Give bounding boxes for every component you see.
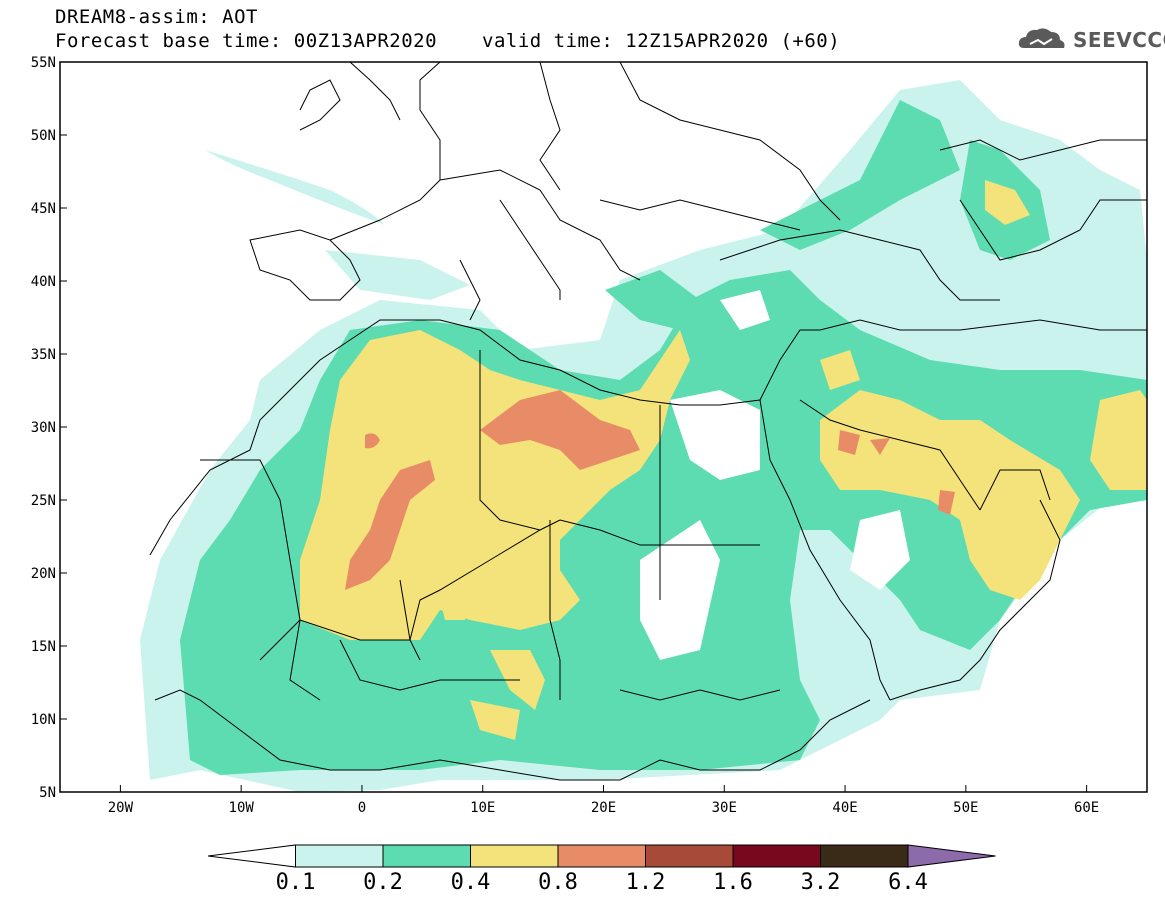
lat-tick-label: 40N [31, 274, 56, 290]
colorbar-level-label: 1.6 [713, 870, 753, 895]
lon-tick-label: 20W [108, 800, 134, 816]
colorbar-segment [295, 844, 384, 868]
colorbar-segment [645, 844, 734, 868]
lat-tick-label: 30N [31, 420, 56, 436]
lon-tick-label: 10W [229, 800, 255, 816]
lon-tick-label: 20E [591, 800, 616, 816]
aot-level-0-8 [345, 390, 955, 590]
cloud-logo-icon [1018, 28, 1065, 48]
lat-tick-label: 5N [39, 785, 56, 801]
lat-tick-label: 55N [31, 55, 56, 71]
colorbar-high-arrow [907, 844, 996, 868]
lat-tick-label: 45N [31, 201, 56, 217]
colorbar [207, 844, 996, 868]
country-borders [149, 62, 1147, 781]
longitude-axis: 20W 10W 0 10E 20E 30E 40E 50E 60E [108, 785, 1099, 816]
valid-time: valid time: 12Z15APR2020 (+60) [482, 30, 841, 52]
colorbar-level-label: 0.8 [538, 870, 578, 895]
colorbar-level-label: 0.4 [450, 870, 491, 895]
lat-tick-label: 35N [31, 347, 56, 363]
colorbar-segment [382, 844, 471, 868]
colorbar-low-arrow [207, 844, 296, 868]
lon-tick-label: 0 [358, 800, 366, 816]
title-line-1: DREAM8-assim: AOT [55, 6, 258, 28]
colorbar-segment [820, 844, 909, 868]
colorbar-segment [470, 844, 559, 868]
latitude-axis: 55N 50N 45N 40N 35N 30N 25N 20N 15N 10N 5N [31, 55, 67, 801]
colorbar-segment [732, 844, 821, 868]
lon-tick-label: 30E [712, 800, 737, 816]
lat-tick-label: 25N [31, 493, 56, 509]
lat-tick-label: 50N [31, 128, 56, 144]
colorbar-level-label: 3.2 [800, 870, 841, 895]
colorbar-level-label: 6.4 [888, 870, 928, 895]
lon-tick-label: 50E [953, 800, 978, 816]
logo-text: SEEVCCC [1073, 28, 1165, 52]
lon-tick-label: 60E [1074, 800, 1099, 816]
colorbar-level-label: 0.2 [363, 870, 403, 895]
lon-tick-label: 10E [470, 800, 495, 816]
aot-fill-layers [140, 62, 1147, 792]
title-line-2: Forecast base time: 00Z13APR2020 [55, 30, 438, 52]
colorbar-level-label: 1.2 [625, 870, 666, 895]
colorbar-level-label: 0.1 [275, 870, 316, 895]
lat-tick-label: 15N [31, 639, 56, 655]
lat-tick-label: 10N [31, 712, 56, 728]
lat-tick-label: 20N [31, 566, 56, 582]
colorbar-segment [557, 844, 646, 868]
lon-tick-label: 40E [832, 800, 857, 816]
